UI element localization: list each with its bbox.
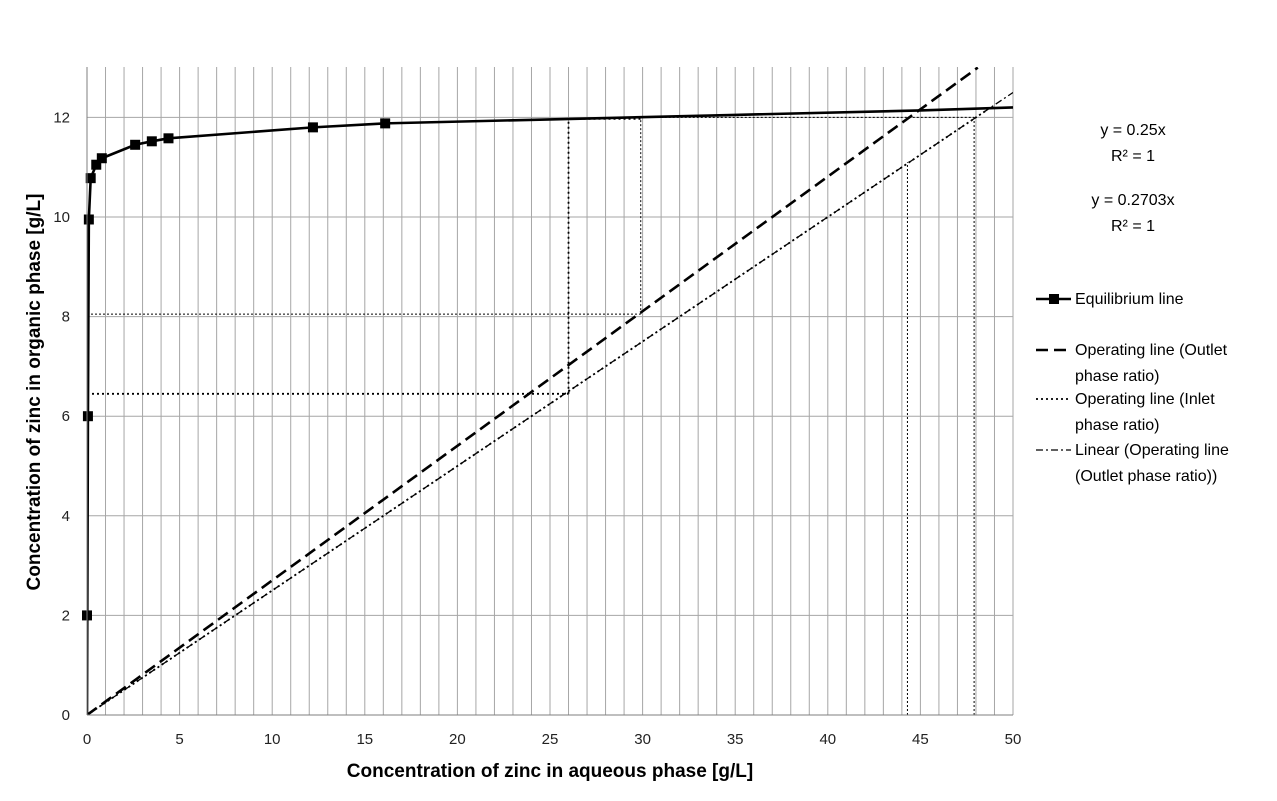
equilibrium-point xyxy=(130,139,141,150)
equilibrium-point xyxy=(96,153,107,164)
legend-label: Operating line (Outlet xyxy=(1075,342,1228,359)
x-tick-label: 50 xyxy=(1005,731,1022,748)
x-axis-title: Concentration of zinc in aqueous phase [… xyxy=(347,761,753,782)
trendline-equations: y = 0.25x R² = 1 y = 0.2703x R² = 1 xyxy=(1091,122,1174,235)
equilibrium-point xyxy=(307,122,318,133)
x-tick-label: 25 xyxy=(542,731,559,748)
trendline-equation: y = 0.25x xyxy=(1100,122,1165,139)
x-tick-label: 40 xyxy=(819,731,836,748)
construction-lines xyxy=(87,116,975,715)
trendline-r2: R² = 1 xyxy=(1111,218,1155,235)
trendline-r2: R² = 1 xyxy=(1111,148,1155,165)
legend-label: Linear (Operating line xyxy=(1075,442,1229,459)
axes: 0 5 10 15 20 25 30 35 40 45 50 0 2 4 6 8 10 12 xyxy=(53,67,1021,748)
y-axis-title: Concentration of zinc in organic phase [… xyxy=(24,194,45,591)
y-tick-label: 0 xyxy=(62,707,70,724)
x-tick-label: 15 xyxy=(356,731,373,748)
legend-label: Equilibrium line xyxy=(1075,291,1184,308)
equilibrium-point xyxy=(82,411,93,422)
y-tick-label: 10 xyxy=(53,209,70,226)
y-tick-label: 6 xyxy=(62,408,70,425)
equilibrium-point xyxy=(83,214,94,225)
y-tick-label: 4 xyxy=(62,508,70,525)
legend-label: phase ratio) xyxy=(1075,417,1160,434)
legend-label: phase ratio) xyxy=(1075,368,1160,385)
x-tick-label: 5 xyxy=(175,731,183,748)
x-tick-label: 35 xyxy=(727,731,744,748)
legend-label: (Outlet phase ratio)) xyxy=(1075,468,1217,485)
grid xyxy=(86,67,1014,716)
x-tick-label: 30 xyxy=(634,731,651,748)
linear-trendline-outlet xyxy=(87,91,1013,715)
legend-label: Operating line (Inlet xyxy=(1075,391,1215,408)
equilibrium-point xyxy=(380,118,391,129)
equilibrium-point xyxy=(146,136,157,147)
legend-marker xyxy=(1049,294,1059,304)
legend: Equilibrium line Operating line (Outlet ph… xyxy=(1036,291,1229,485)
x-tick-label: 20 xyxy=(449,731,466,748)
equilibrium-point xyxy=(85,173,96,184)
x-tick-label: 45 xyxy=(912,731,929,748)
equilibrium-markers xyxy=(82,118,391,621)
y-tick-label: 8 xyxy=(62,309,70,326)
y-tick-label: 12 xyxy=(53,109,70,126)
equilibrium-point xyxy=(91,159,102,170)
x-tick-label: 0 xyxy=(83,731,91,748)
y-tick-label: 2 xyxy=(62,607,70,624)
operating-line-outlet xyxy=(87,67,979,715)
trendline-equation: y = 0.2703x xyxy=(1091,192,1174,209)
x-tick-label: 10 xyxy=(264,731,281,748)
equilibrium-point xyxy=(163,133,174,144)
